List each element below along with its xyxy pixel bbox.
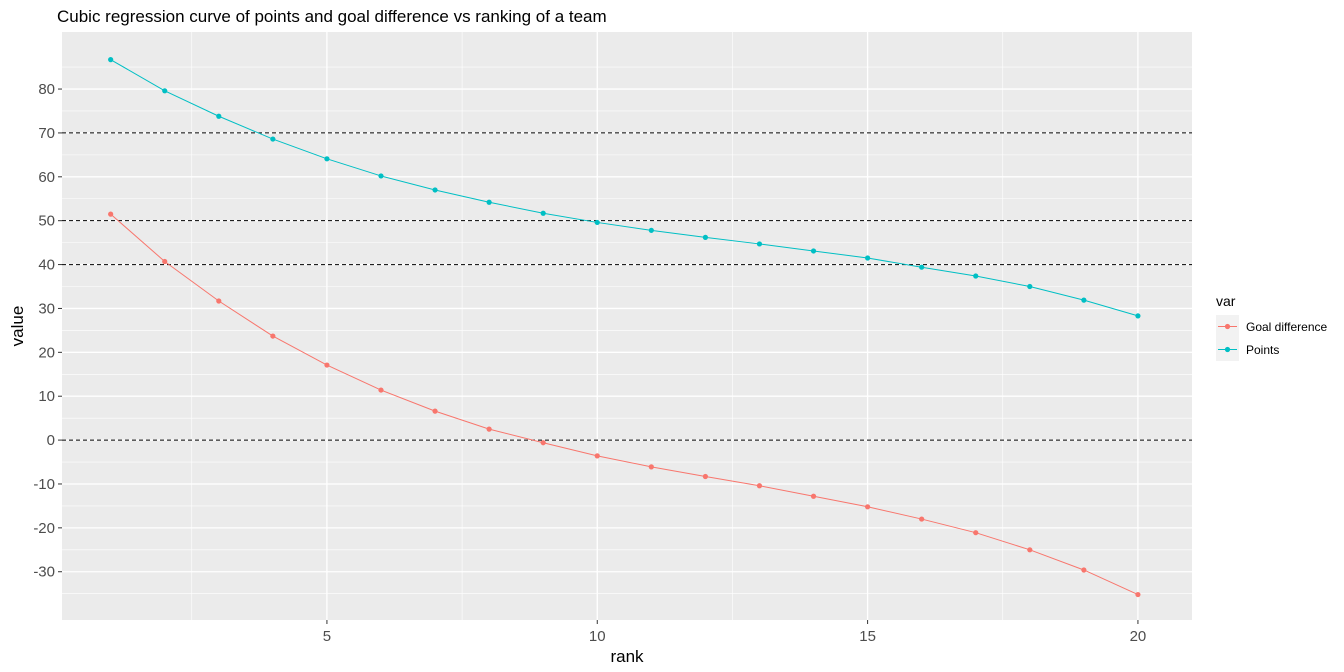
reference-lines [62,132,1192,441]
points-point [594,219,600,226]
goal-difference-point [864,504,871,510]
goal-difference-point [378,387,384,393]
y-tick-label: 60 [38,169,55,186]
points-point [702,234,708,240]
y-tick-label: 20 [38,344,55,361]
goal-difference-point [594,453,600,459]
points-point [162,88,168,94]
x-tick-label: 5 [323,628,331,645]
goal-difference-point [756,483,763,489]
points-point [1027,283,1033,290]
goal-difference-point [270,333,276,339]
x-tick-label: 15 [859,628,876,645]
legend-point-goal-difference [1224,323,1231,330]
chart-title: Cubic regression curve of points and goa… [57,7,607,26]
legend-label-goal-difference: Goal difference [1246,320,1327,334]
goal-difference-point [1081,567,1087,573]
x-axis-ticks: 5 10 15 20 [323,620,1147,645]
points-line [110,59,1139,317]
y-tick-label: 40 [38,257,55,274]
goal-difference-point [919,516,925,522]
points-point [378,173,384,179]
points-point [1081,297,1087,303]
y-tick-label: 80 [38,81,55,98]
points-point [756,241,763,247]
plot-panel [62,32,1192,620]
y-tick-label: -30 [33,564,55,581]
series-layer [108,57,1141,598]
legend-items: Goal difference Points [1216,315,1327,361]
points-point [486,199,492,205]
y-tick-label: 70 [38,125,55,142]
x-axis-title: rank [610,647,644,666]
points-point [919,264,925,270]
points-point [108,57,114,63]
y-axis-ticks: -30 -20 -10 0 10 20 30 40 50 60 70 80 [33,81,62,581]
x-tick-label: 20 [1130,628,1147,645]
legend-label-points: Points [1246,343,1279,357]
points-point [864,255,871,261]
points-point [810,248,817,254]
points-point [540,210,546,216]
goal-difference-point [1027,547,1033,553]
goal-difference-point [810,493,817,499]
legend-title: var [1216,293,1236,309]
y-tick-label: -20 [33,520,55,537]
points-point [973,273,979,279]
points-point [1135,313,1141,319]
legend: var Goal difference Points [1216,293,1327,361]
y-tick-label: 0 [47,432,55,449]
minor-gridlines [62,32,1192,620]
goal-difference-line [110,213,1139,596]
goal-difference-point [108,211,114,217]
goal-difference-point [973,530,979,536]
goal-difference-point [432,408,438,414]
y-axis-title: value [8,306,27,347]
legend-point-points [1224,346,1231,353]
points-point [216,113,222,119]
goal-difference-point [540,440,546,446]
points-point [270,136,276,142]
goal-difference-point [324,362,330,368]
goal-difference-point [648,464,654,470]
x-tick-label: 10 [589,628,606,645]
points-point [648,227,654,233]
y-tick-label: 10 [38,388,55,405]
points-point [432,187,438,193]
y-tick-label: 30 [38,300,55,317]
goal-difference-point [1135,591,1141,598]
y-tick-label: -10 [33,476,55,493]
goal-difference-point [162,258,168,265]
y-tick-label: 50 [38,213,55,230]
goal-difference-point [702,473,708,480]
goal-difference-point [216,298,222,304]
goal-difference-point [486,426,492,432]
points-point [324,156,330,162]
